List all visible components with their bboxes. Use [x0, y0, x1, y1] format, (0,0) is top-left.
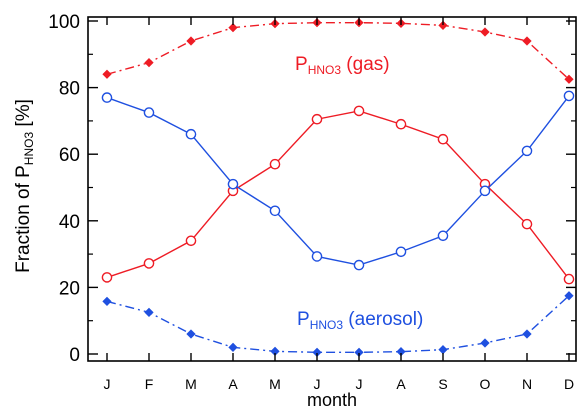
data-point-circle — [353, 105, 365, 117]
data-point-diamond — [102, 69, 112, 79]
y-axis-label-main: Fraction of P — [13, 165, 34, 273]
data-point-diamond — [186, 36, 196, 46]
data-point-circle — [143, 107, 155, 118]
gas-annotation-rest: (gas) — [341, 54, 390, 75]
y-axis-label-unit: [%] — [13, 99, 34, 132]
data-point-circle — [563, 90, 575, 102]
y-tick-label: 40 — [59, 212, 80, 233]
x-tick-label: M — [269, 376, 281, 392]
series-0 — [102, 18, 574, 84]
data-point-circle — [269, 205, 281, 217]
data-point-circle — [143, 258, 155, 269]
x-tick-label: S — [438, 376, 447, 392]
y-tick-label: 100 — [48, 12, 80, 33]
data-point-circle — [563, 273, 575, 285]
series-line — [106, 110, 570, 280]
data-point-diamond — [564, 291, 574, 301]
data-point-diamond — [144, 58, 154, 68]
data-point-diamond — [186, 329, 196, 339]
y-axis-label-sub: HNO3 — [22, 132, 36, 166]
gas-annotation-main: P — [295, 54, 308, 75]
data-point-circle — [395, 118, 407, 130]
x-tick-label: A — [228, 376, 238, 392]
x-tick-label: J — [356, 376, 363, 392]
data-point-diamond — [228, 23, 238, 33]
data-point-diamond — [102, 296, 112, 307]
x-tick-label: J — [314, 376, 321, 392]
x-tick-label: J — [104, 376, 111, 392]
data-point-circle — [395, 246, 407, 258]
y-tick-label: 0 — [69, 345, 80, 366]
data-point-circle — [269, 158, 281, 170]
series-3 — [101, 90, 575, 271]
data-point-circle — [353, 259, 365, 271]
data-point-diamond — [522, 329, 532, 339]
data-point-circle — [437, 133, 449, 145]
data-point-circle — [311, 251, 323, 262]
gas-annotation-sub: HNO3 — [308, 63, 342, 77]
x-tick-label: D — [564, 376, 574, 392]
series-1 — [102, 291, 574, 357]
y-axis-label: Fraction of PHNO3 [%] — [13, 99, 36, 273]
data-point-circle — [311, 113, 323, 125]
data-point-diamond — [564, 74, 574, 84]
data-point-circle — [185, 128, 197, 140]
x-axis-label: month — [307, 390, 357, 410]
data-point-diamond — [522, 36, 532, 46]
aerosol-annotation: PHNO3 (aerosol) — [297, 309, 423, 332]
y-tick-label: 60 — [59, 145, 80, 166]
series-line — [106, 295, 570, 354]
aerosol-annotation-sub: HNO3 — [310, 318, 344, 332]
y-tick-label: 20 — [59, 278, 80, 299]
data-point-circle — [101, 272, 113, 283]
data-point-diamond — [480, 27, 490, 37]
data-point-circle — [101, 92, 113, 103]
data-point-diamond — [480, 338, 490, 348]
series-layer — [101, 18, 575, 357]
data-point-diamond — [228, 342, 238, 352]
data-point-diamond — [144, 307, 154, 317]
aerosol-annotation-rest: (aerosol) — [343, 309, 423, 330]
series-line — [106, 21, 570, 80]
x-tick-label: F — [145, 376, 154, 392]
y-tick-labels: 0 20 40 60 80 100 — [48, 12, 80, 366]
gas-annotation: PHNO3 (gas) — [295, 54, 390, 77]
x-tick-label: M — [185, 376, 197, 392]
plot-frame — [87, 16, 577, 362]
series-line — [106, 95, 570, 266]
x-tick-label: N — [522, 376, 532, 392]
ticks-layer — [88, 17, 576, 361]
y-tick-label: 80 — [59, 79, 80, 100]
data-point-diamond — [438, 20, 448, 30]
aerosol-annotation-main: P — [297, 309, 310, 330]
data-point-circle — [227, 178, 239, 190]
x-tick-label: O — [480, 376, 491, 392]
x-tick-label: A — [396, 376, 406, 392]
data-point-circle — [479, 185, 491, 197]
data-point-circle — [437, 230, 449, 242]
data-point-circle — [521, 218, 533, 230]
data-point-circle — [521, 145, 533, 157]
data-point-circle — [185, 235, 197, 247]
